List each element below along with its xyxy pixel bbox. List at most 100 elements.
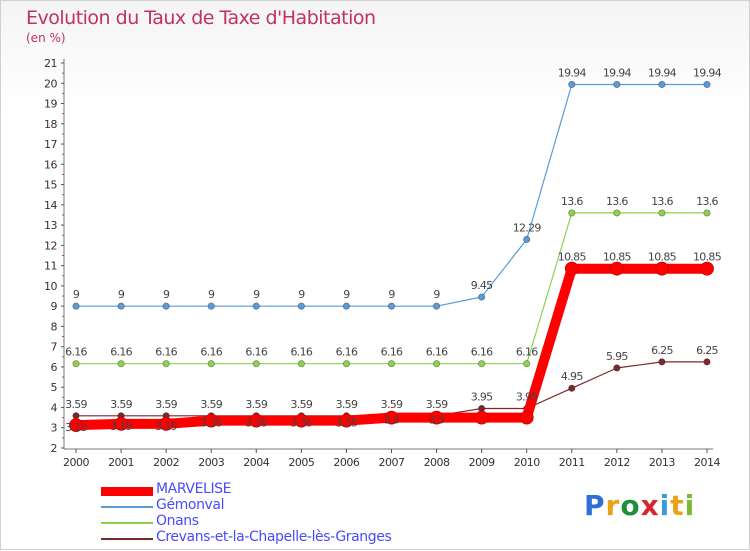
series-point-3 xyxy=(613,364,621,372)
series-point-2 xyxy=(703,209,711,217)
x-tick-label: 2014 xyxy=(694,456,720,469)
series-point-3 xyxy=(72,412,80,420)
data-label: 3.35 xyxy=(336,417,358,430)
series-point-2 xyxy=(658,209,666,217)
x-tick-label: 2000 xyxy=(63,456,89,469)
data-label: 9 xyxy=(118,288,125,301)
legend-label: MARVELISE xyxy=(156,481,232,497)
y-tick-label: 9 xyxy=(51,300,58,313)
series-point-3 xyxy=(658,358,666,366)
data-label: 6.16 xyxy=(245,346,267,359)
legend-swatch xyxy=(101,538,153,540)
y-tick-label: 19 xyxy=(44,98,57,111)
proxiti-logo: Proxiti xyxy=(584,489,695,522)
data-label: 6.16 xyxy=(65,346,87,359)
series-point-2 xyxy=(72,360,80,368)
x-tick-label: 2001 xyxy=(108,456,134,469)
data-label: 19.94 xyxy=(648,66,677,79)
data-label: 3.5 xyxy=(384,414,400,427)
x-tick-label: 2005 xyxy=(288,456,314,469)
x-tick-label: 2012 xyxy=(604,456,630,469)
y-tick-label: 18 xyxy=(44,118,57,131)
y-tick-label: 7 xyxy=(51,341,58,354)
series-point-0 xyxy=(204,413,219,428)
data-label: 6.16 xyxy=(291,346,313,359)
series-point-3 xyxy=(703,358,711,366)
series-point-1 xyxy=(207,302,215,310)
x-tick-label: 2002 xyxy=(153,456,179,469)
data-label: 19.94 xyxy=(603,66,632,79)
data-label: 10.85 xyxy=(558,251,587,264)
x-tick-label: 2009 xyxy=(469,456,495,469)
series-point-0 xyxy=(655,261,669,276)
series-point-0 xyxy=(249,413,264,428)
series-point-0 xyxy=(339,413,354,428)
data-label: 9 xyxy=(388,288,395,301)
data-label: 9 xyxy=(253,288,260,301)
data-label: 6.16 xyxy=(110,346,132,359)
x-tick-label: 2006 xyxy=(333,456,359,469)
series-point-2 xyxy=(478,360,486,368)
legend-label: Onans xyxy=(156,513,199,529)
series-point-0 xyxy=(69,418,83,433)
data-label: 3.59 xyxy=(110,398,132,411)
data-label: 6.16 xyxy=(155,346,177,359)
series-point-1 xyxy=(613,80,621,89)
x-tick-label: 2003 xyxy=(198,456,224,469)
series-point-0 xyxy=(159,416,174,431)
data-label: 19.94 xyxy=(693,66,722,79)
data-label: 9 xyxy=(73,288,80,301)
data-label: 12.29 xyxy=(513,221,542,234)
series-point-2 xyxy=(342,360,351,368)
y-tick-label: 2 xyxy=(51,442,58,455)
data-label: 3.59 xyxy=(155,398,177,411)
series-point-1 xyxy=(387,302,396,310)
series-point-2 xyxy=(432,360,441,368)
series-point-2 xyxy=(613,209,621,217)
series-point-2 xyxy=(117,360,125,368)
series-point-0 xyxy=(564,261,579,276)
data-label: 9 xyxy=(343,288,350,301)
data-label: 5.95 xyxy=(606,350,628,363)
chart-title: Evolution du Taux de Taxe d'Habitation xyxy=(26,7,376,29)
x-tick-label: 2010 xyxy=(514,456,540,469)
data-label: 3.59 xyxy=(245,398,267,411)
series-point-0 xyxy=(519,410,534,425)
data-label: 10.85 xyxy=(648,251,677,264)
series-point-1 xyxy=(117,302,125,310)
logo-letter: o xyxy=(620,489,641,522)
series-point-0 xyxy=(384,410,399,425)
data-label: 6.25 xyxy=(696,344,718,357)
series-point-0 xyxy=(429,410,444,425)
x-tick-label: 2008 xyxy=(424,456,450,469)
series-point-1 xyxy=(72,302,80,310)
y-tick-label: 10 xyxy=(44,280,57,293)
series-point-2 xyxy=(207,360,215,368)
y-tick-label: 14 xyxy=(44,199,57,212)
data-label: 3.59 xyxy=(336,398,358,411)
data-label: 3.59 xyxy=(426,398,448,411)
x-tick-label: 2013 xyxy=(649,456,675,469)
x-tick-label: 2007 xyxy=(379,456,405,469)
y-tick-label: 13 xyxy=(44,219,57,232)
series-point-0 xyxy=(700,261,714,276)
y-tick-label: 21 xyxy=(44,57,57,70)
series-point-1 xyxy=(478,293,486,301)
legend-label: Gémonval xyxy=(156,497,225,513)
y-tick-label: 5 xyxy=(51,381,58,394)
data-label: 3.59 xyxy=(200,398,222,411)
series-point-2 xyxy=(162,360,170,368)
data-label: 9 xyxy=(433,288,440,301)
data-label: 3.59 xyxy=(65,398,87,411)
data-label: 9.45 xyxy=(471,279,493,292)
series-point-2 xyxy=(252,360,260,368)
data-label: 13.6 xyxy=(696,195,718,208)
series-point-0 xyxy=(609,261,624,276)
x-tick-label: 2004 xyxy=(243,456,269,469)
data-label: 3.59 xyxy=(291,398,313,411)
data-label: 9 xyxy=(298,288,305,301)
data-label: 3.95 xyxy=(471,390,493,403)
logo-letter: r xyxy=(605,489,621,522)
data-label: 9 xyxy=(163,288,170,301)
